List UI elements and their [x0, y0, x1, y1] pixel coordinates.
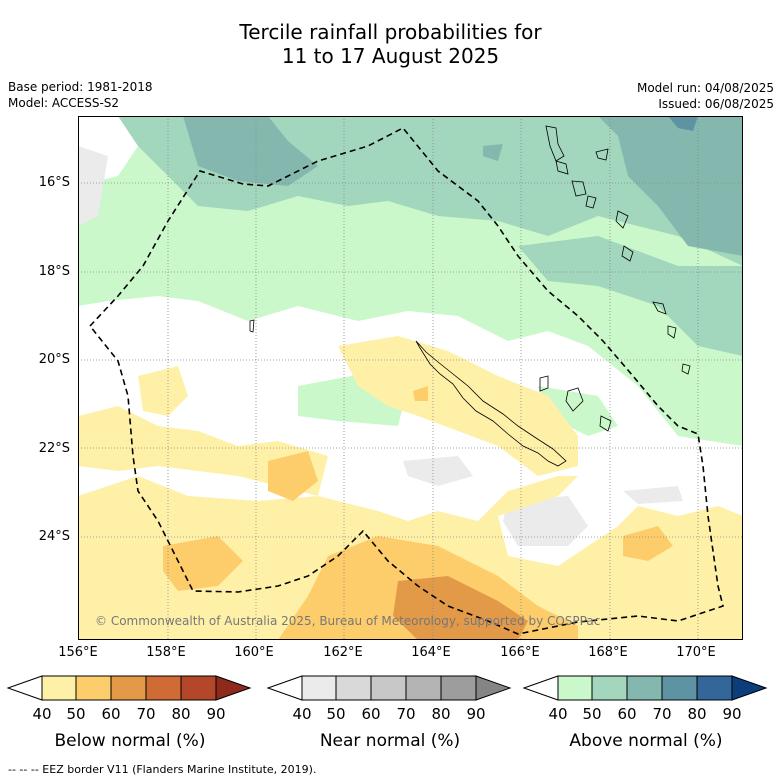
model-label: Model: ACCESS-S2 — [8, 96, 120, 110]
vanuatu-islands — [545, 125, 691, 375]
colorbar-near-normal — [266, 675, 512, 701]
eez-footnote: -- -- -- EEZ border V11 (Flanders Marine… — [8, 763, 317, 776]
lat-label: 22°S — [38, 441, 70, 456]
colorbar-tick: 80 — [687, 705, 707, 723]
colorbar-swatch — [370, 675, 407, 701]
colorbar-above-normal — [522, 675, 768, 701]
lon-label: 168°E — [588, 645, 628, 660]
colorbar-swatch — [661, 675, 698, 701]
colorbar-swatch — [335, 675, 372, 701]
colorbar-swatch — [440, 675, 477, 701]
model-run-label: Model run: 04/08/2025 — [636, 81, 774, 95]
near-normal-region — [503, 496, 588, 546]
above-normal-region — [183, 116, 318, 186]
lon-label: 164°E — [411, 645, 451, 660]
colorbar-tick: 60 — [617, 705, 637, 723]
lat-label: 16°S — [38, 175, 70, 190]
colorbar-tick: 70 — [136, 705, 156, 723]
lon-label: 170°E — [676, 645, 716, 660]
colorbar-tick: 80 — [431, 705, 451, 723]
below-normal-region — [163, 536, 243, 591]
colorbar-tick: 50 — [66, 705, 86, 723]
copyright-notice: © Commonwealth of Australia 2025, Bureau… — [95, 614, 601, 628]
lon-label: 162°E — [323, 645, 363, 660]
below-normal-region — [138, 366, 188, 416]
lon-label: 156°E — [58, 645, 98, 660]
colorbar-tick: 40 — [548, 705, 568, 723]
colorbar-swatch — [626, 675, 663, 701]
above-normal-region — [518, 236, 743, 356]
below-normal-region — [268, 451, 318, 501]
lon-label: 160°E — [234, 645, 274, 660]
issued-label: Issued: 06/08/2025 — [658, 97, 774, 111]
colorbar-swatch — [405, 675, 442, 701]
base-period-label: Base period: 1981-2018 — [8, 80, 153, 94]
map-title-line1: Tercile rainfall probabilities for — [239, 20, 542, 44]
colorbar-below-normal — [6, 675, 252, 701]
above-normal-region — [538, 386, 618, 436]
colorbar-tick: 50 — [326, 705, 346, 723]
colorbar-swatch — [557, 675, 593, 701]
colorbar-swatch — [180, 675, 217, 701]
colorbar-tick: 60 — [101, 705, 121, 723]
colorbar-tick: 40 — [292, 705, 312, 723]
below-normal-region — [78, 406, 328, 496]
colorbar-tick: 60 — [361, 705, 381, 723]
colorbar-title: Above normal (%) — [569, 731, 723, 751]
colorbar-tick: 70 — [396, 705, 416, 723]
eez-border — [88, 126, 724, 635]
colorbar-tick: 70 — [652, 705, 672, 723]
colorbar-tick: 90 — [466, 705, 486, 723]
lon-label: 166°E — [500, 645, 540, 660]
above-normal-region — [598, 116, 743, 256]
colorbar-swatch — [41, 675, 77, 701]
colorbar-title: Below normal (%) — [54, 731, 206, 751]
probability-map — [78, 116, 743, 640]
colorbar-swatch — [75, 675, 112, 701]
lat-label: 24°S — [38, 529, 70, 544]
map-title-line2: 11 to 17 August 2025 — [281, 44, 500, 68]
colorbar-swatch — [696, 675, 733, 701]
colorbar-tick: 90 — [206, 705, 226, 723]
lon-label: 158°E — [146, 645, 186, 660]
colorbar-swatch — [145, 675, 182, 701]
colorbar-title: Near normal (%) — [319, 731, 461, 751]
colorbar-tick: 40 — [32, 705, 52, 723]
lat-label: 20°S — [38, 352, 70, 367]
colorbar-tick: 80 — [171, 705, 191, 723]
new-caledonia-island — [415, 340, 567, 467]
map-canvas — [78, 116, 743, 640]
below-normal-region — [338, 336, 578, 476]
colorbar-swatch — [301, 675, 337, 701]
colorbar-tick: 50 — [582, 705, 602, 723]
near-normal-region — [623, 486, 683, 504]
colorbar-swatch — [110, 675, 147, 701]
colorbar-swatch — [591, 675, 628, 701]
colorbar-tick: 90 — [722, 705, 742, 723]
lat-label: 18°S — [38, 264, 70, 279]
near-normal-region — [403, 456, 473, 486]
